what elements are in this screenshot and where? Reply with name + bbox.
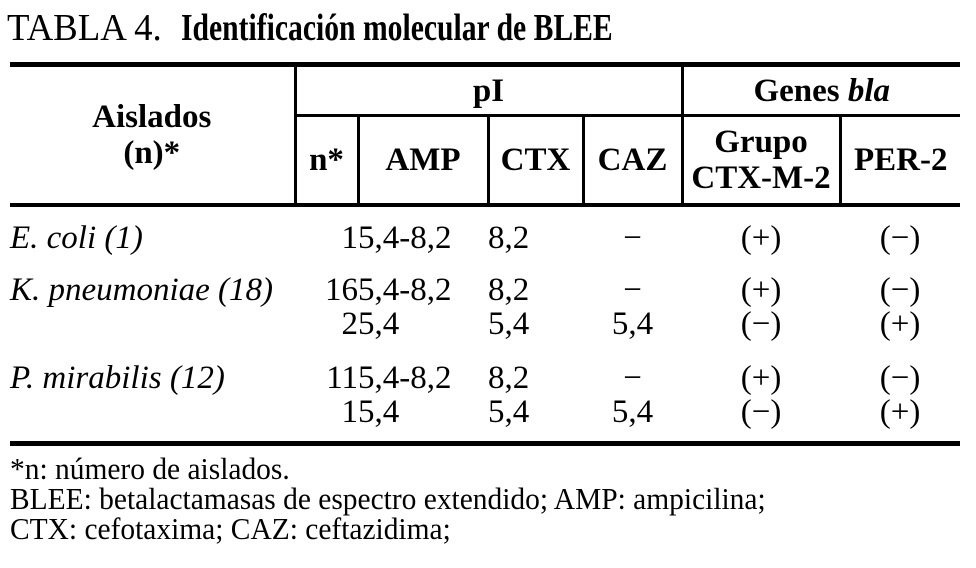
column-header-amp: AMP bbox=[358, 115, 490, 205]
n-cell: 1 bbox=[341, 394, 359, 430]
per2-cell: (+) bbox=[879, 394, 921, 430]
n-cell: 1 bbox=[341, 220, 359, 256]
table-body: E. coli (1) 1 5,4-8,2 8,2 − (+) (−) K. p… bbox=[10, 205, 961, 444]
table-row: K. pneumoniae (18) 16 5,4-8,2 8,2 − (+) … bbox=[10, 273, 960, 307]
per2-cell: (−) bbox=[879, 360, 921, 396]
column-header-caz: CAZ bbox=[583, 115, 684, 205]
per2-cell: (+) bbox=[879, 306, 921, 342]
header-group-row: Aislados (n)* pI Genes bla bbox=[10, 64, 961, 205]
amp-cell: 5,4 bbox=[358, 306, 400, 342]
species-cell: K. pneumoniae (18) bbox=[10, 272, 274, 308]
grupo-cell: (+) bbox=[740, 360, 782, 396]
caz-cell: − bbox=[623, 360, 642, 396]
footnote-line: *n: número de aislados. bbox=[10, 451, 976, 486]
column-header-per-2: PER-2 bbox=[854, 142, 948, 178]
species-cell bbox=[10, 307, 295, 341]
species-cell: P. mirabilis (12) bbox=[10, 360, 225, 396]
column-header-aislados: Aislados (n)* bbox=[10, 64, 297, 205]
species-cell: E. coli (1) bbox=[10, 220, 143, 256]
grupo-cell: (+) bbox=[740, 272, 782, 308]
table-row: 2 5,4 5,4 5,4 (−) (+) bbox=[10, 307, 960, 341]
column-header-n: n* bbox=[295, 115, 360, 205]
caz-cell: 5,4 bbox=[611, 306, 654, 342]
footnote-text: BLEE: betalactamasas de espectro extendi… bbox=[10, 481, 766, 516]
table-title: TABLA 4. Identificación molecular de BLEE bbox=[7, 6, 976, 52]
genes-label: Genes bbox=[753, 72, 840, 109]
amp-cell: 5,4-8,2 bbox=[358, 220, 452, 256]
footnote-text: *n: número de aislados. bbox=[10, 451, 290, 486]
footnote-text: CTX: cefotaxima; CAZ: ceftazidima; bbox=[10, 511, 451, 546]
caz-cell: − bbox=[623, 272, 642, 308]
ctx-cell: 8,2 bbox=[488, 220, 530, 256]
n-cell: 2 bbox=[341, 306, 359, 342]
molecular-identification-table: Aislados (n)* pI Genes bla n* AMP CTX CA… bbox=[10, 62, 961, 446]
column-group-genes-bla: Genes bla bbox=[682, 64, 961, 117]
grupo-cell: (−) bbox=[740, 394, 782, 430]
amp-cell: 5,4-8,2 bbox=[358, 360, 452, 396]
header-sub-row: n* AMP CTX CAZ Grupo CTX-M-2 PER-2 bbox=[10, 115, 960, 205]
footnote-line: CTX: cefotaxima; CAZ: ceftazidima; bbox=[10, 511, 976, 546]
table-title-number: TABLA 4. bbox=[7, 7, 162, 49]
amp-cell: 5,4 bbox=[358, 394, 400, 430]
per2-cell: (−) bbox=[879, 272, 921, 308]
column-header-ctx: CTX bbox=[488, 115, 585, 205]
grupo-cell: (−) bbox=[740, 306, 782, 342]
amp-cell: 5,4-8,2 bbox=[358, 272, 452, 308]
table-footnotes: *n: número de aislados. BLEE: betalactam… bbox=[10, 451, 976, 546]
per2-cell: (−) bbox=[879, 220, 921, 256]
ctx-cell: 8,2 bbox=[488, 360, 530, 396]
column-header-grupo-ctx-m-2: Grupo CTX-M-2 bbox=[682, 115, 842, 205]
n-cell: 11 bbox=[326, 360, 358, 396]
table-header: Aislados (n)* pI Genes bla n* AMP CTX CA… bbox=[10, 64, 961, 205]
ctx-cell: 8,2 bbox=[488, 272, 530, 308]
ctx-cell: 5,4 bbox=[488, 394, 530, 430]
column-group-pi: pI bbox=[295, 64, 684, 117]
caz-cell: − bbox=[623, 220, 642, 256]
species-cell bbox=[10, 395, 295, 444]
table-row: 1 5,4 5,4 5,4 (−) (+) bbox=[10, 395, 960, 444]
n-cell: 16 bbox=[325, 272, 358, 308]
ctx-cell: 5,4 bbox=[488, 306, 530, 342]
table-title-text: Identificación molecular de BLEE bbox=[180, 7, 613, 49]
bla-label: bla bbox=[847, 72, 891, 109]
grupo-cell: (+) bbox=[740, 220, 782, 256]
table-row: E. coli (1) 1 5,4-8,2 8,2 − (+) (−) bbox=[10, 205, 960, 273]
table-row: P. mirabilis (12) 11 5,4-8,2 8,2 − (+) (… bbox=[10, 341, 960, 395]
caz-cell: 5,4 bbox=[611, 394, 654, 430]
footnote-line: BLEE: betalactamasas de espectro extendi… bbox=[10, 481, 976, 516]
